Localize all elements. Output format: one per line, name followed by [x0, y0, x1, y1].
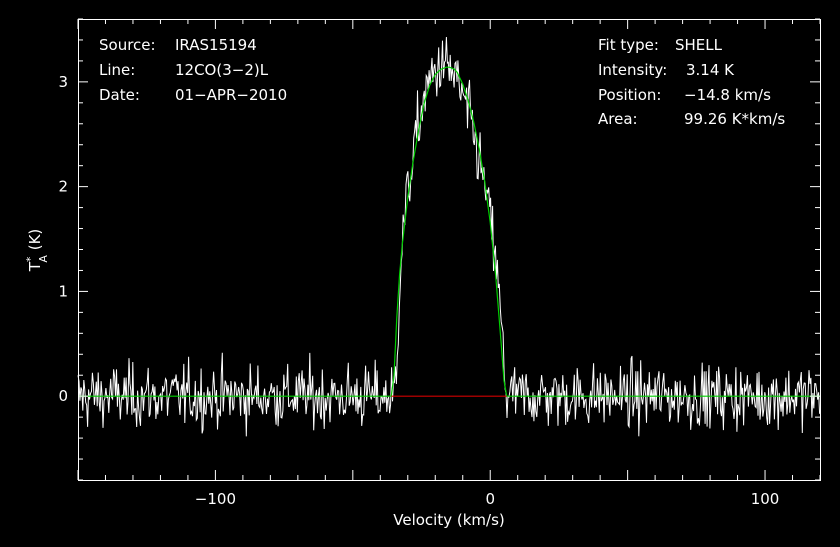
area-value: 99.26 K*km/s — [684, 110, 785, 128]
spectrum-series-line — [77, 36, 821, 437]
x-axis-title: Velocity (km/s) — [393, 511, 504, 529]
date-value: 01−APR−2010 — [175, 86, 287, 104]
fit-type-label: Fit type: — [598, 36, 659, 54]
fit-series-line — [78, 66, 820, 397]
line-label: Line: — [99, 61, 135, 79]
chart-marks — [77, 36, 821, 437]
fit-type-value: SHELL — [675, 36, 723, 54]
line-value: 12CO(3−2)L — [175, 61, 269, 79]
y-tick-label: 1 — [58, 282, 68, 300]
date-label: Date: — [99, 86, 140, 104]
x-tick-label: 100 — [751, 490, 780, 508]
intensity-value: 3.14 K — [686, 61, 735, 79]
intensity-label: Intensity: — [598, 61, 667, 79]
y-tick-label: 0 — [58, 387, 68, 405]
source-value: IRAS15194 — [175, 36, 257, 54]
position-label: Position: — [598, 86, 661, 104]
area-label: Area: — [598, 110, 638, 128]
position-value: −14.8 km/s — [684, 86, 771, 104]
y-tick-label: 2 — [58, 178, 68, 196]
source-label: Source: — [99, 36, 156, 54]
x-tick-label: 0 — [485, 490, 495, 508]
x-tick-label: −100 — [195, 490, 236, 508]
axis-ticks: −100 0 100 0 1 2 3 — [58, 18, 821, 508]
y-tick-label: 3 — [58, 73, 68, 91]
